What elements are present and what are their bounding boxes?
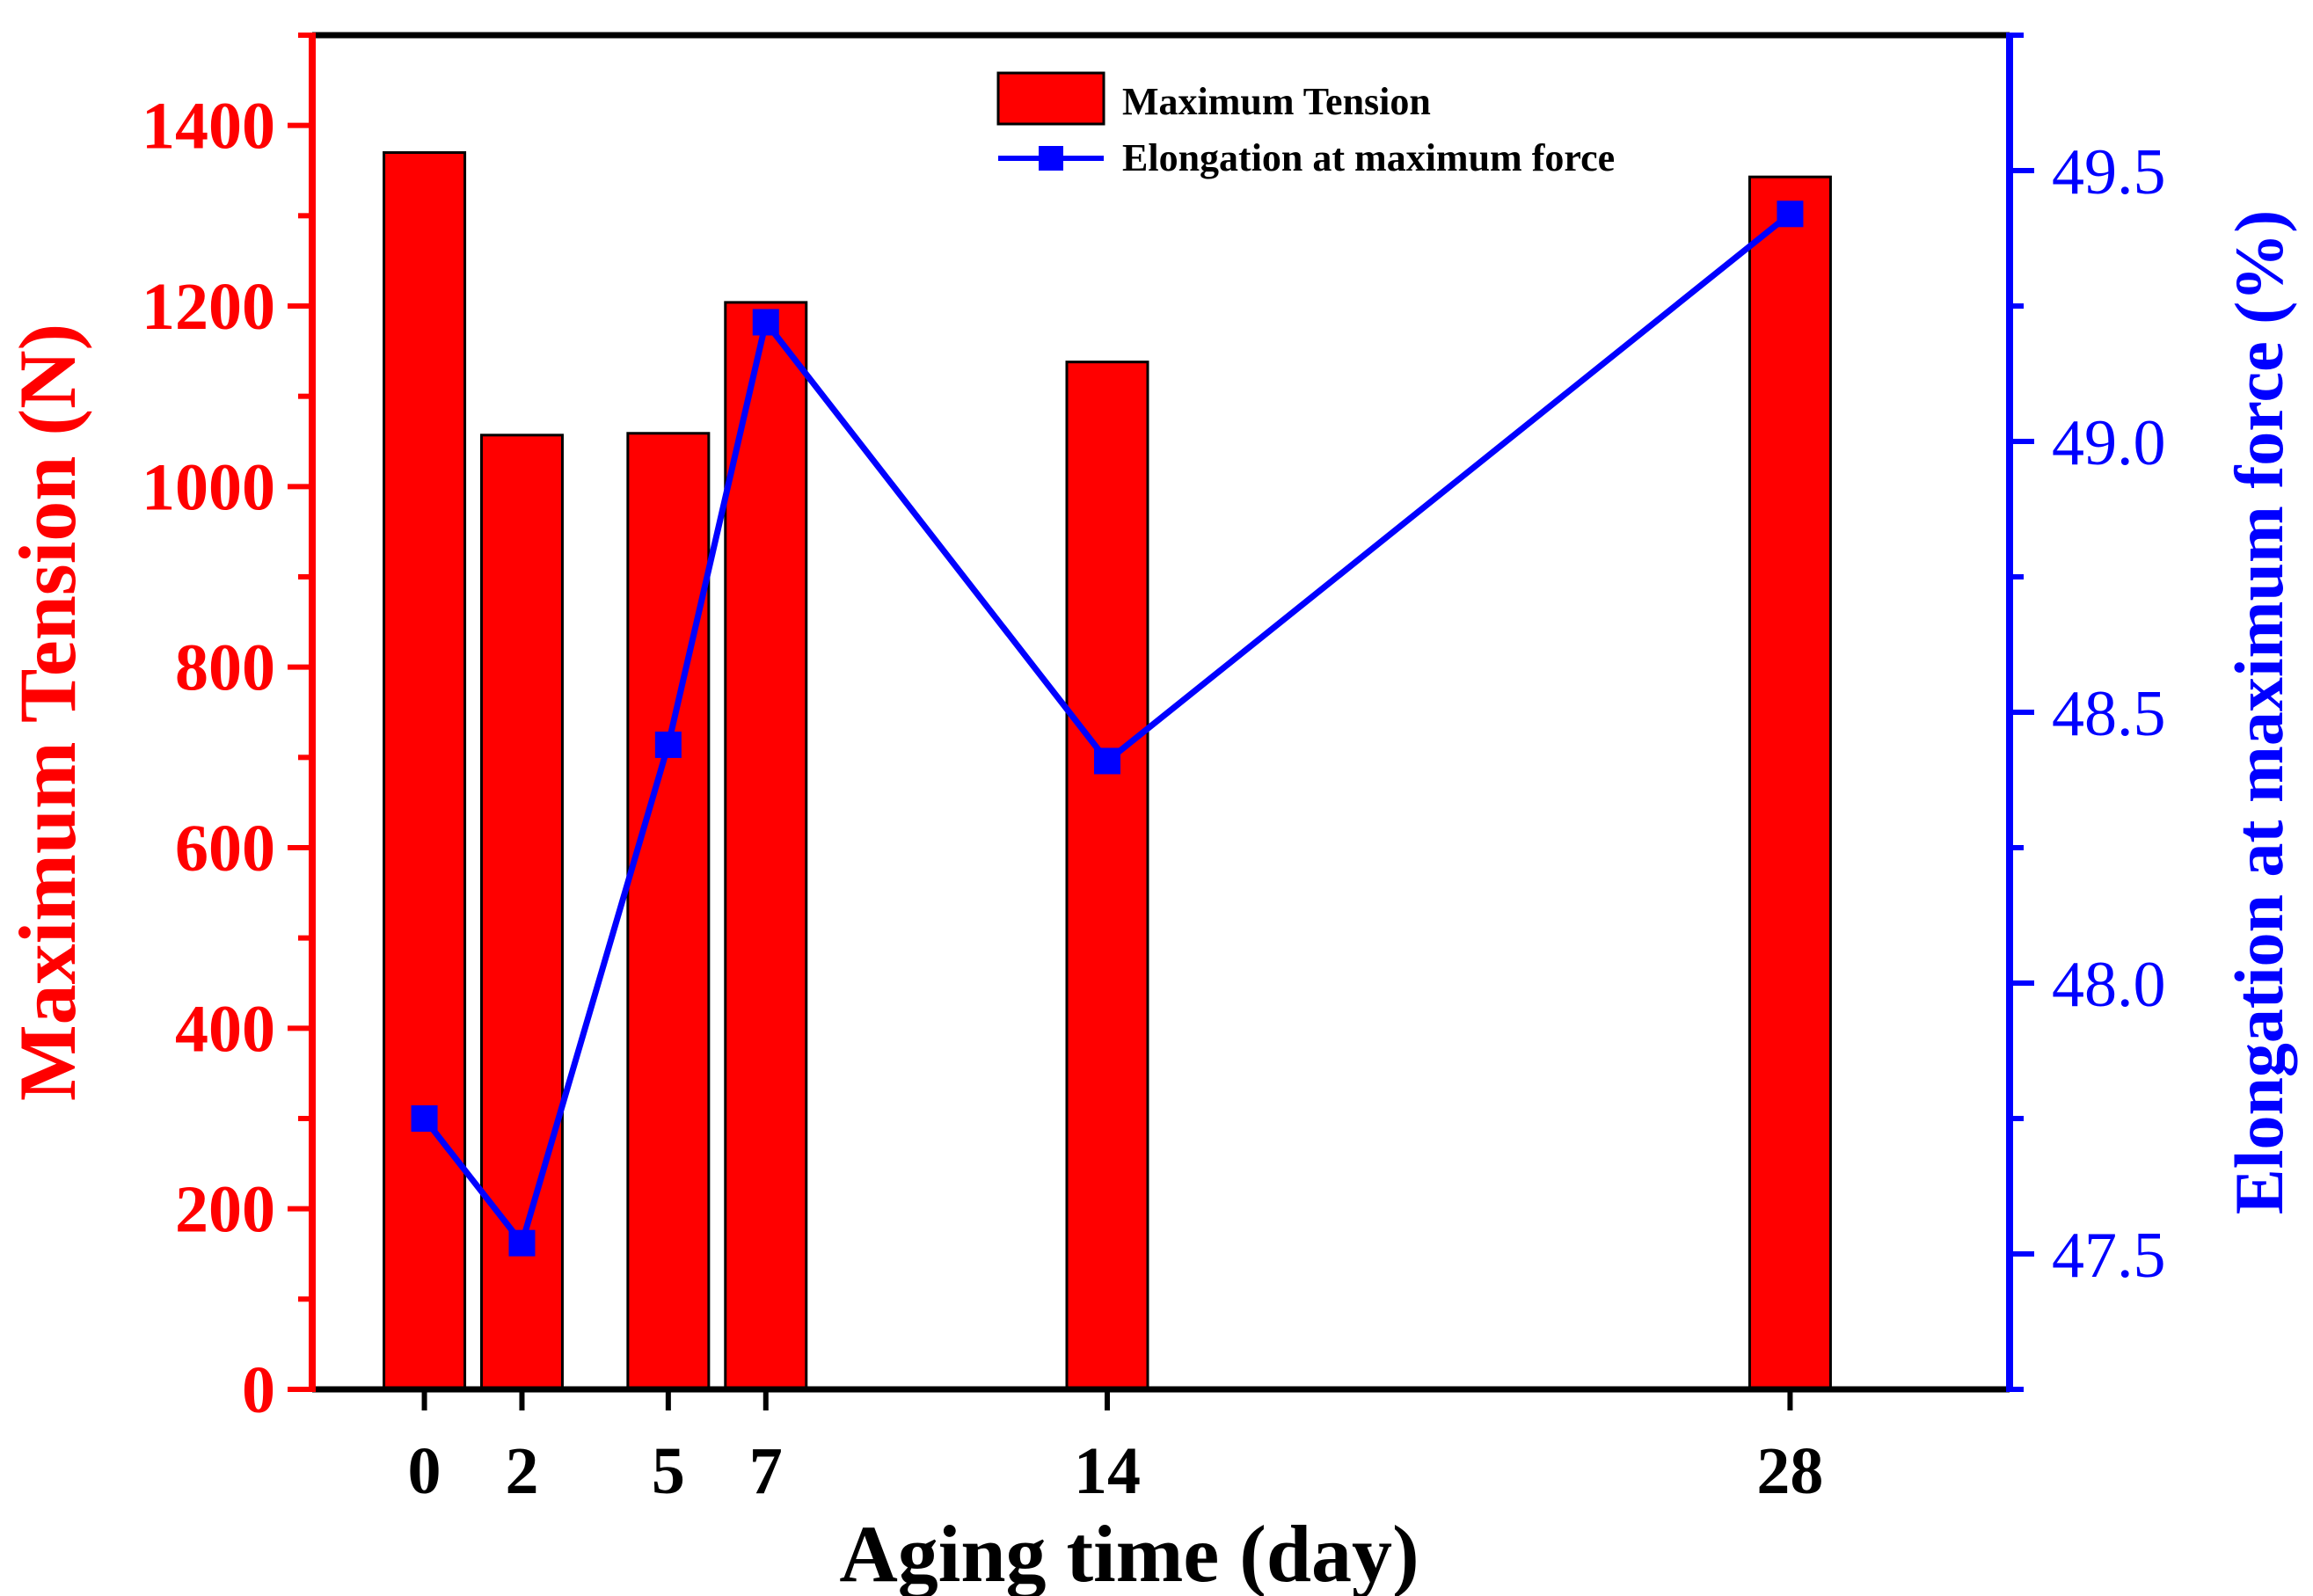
left-tick-label: 800 <box>175 631 275 705</box>
bar-5 <box>626 432 711 1391</box>
x-tick-label: 2 <box>505 1434 538 1508</box>
bar-28 <box>1748 175 1832 1391</box>
legend-bar-swatch <box>996 71 1105 126</box>
elongation-point-5 <box>654 731 682 758</box>
left-tick-label: 1200 <box>142 270 275 344</box>
left-y-axis-title: Maximum Tension (N) <box>3 324 92 1101</box>
legend-label-maximum-tension: Maximum Tension <box>1122 80 1431 123</box>
left-tick-label: 400 <box>175 992 275 1066</box>
x-axis-title: Aging time (day) <box>839 1509 1419 1596</box>
legend: Maximum Tension Elongation at maximum fo… <box>996 71 1615 179</box>
elongation-point-7 <box>752 309 779 336</box>
left-tick-label: 200 <box>175 1173 275 1247</box>
right-tick-label: 48.5 <box>2052 678 2166 750</box>
bar-14 <box>1065 361 1149 1391</box>
x-tick-label: 28 <box>1756 1434 1823 1508</box>
x-tick-label: 5 <box>652 1434 685 1508</box>
elongation-point-0 <box>411 1105 438 1132</box>
left-tick-label: 0 <box>242 1353 275 1427</box>
left-tick-label: 1000 <box>142 450 275 524</box>
bars-layer <box>383 150 1832 1391</box>
legend-label-elongation: Elongation at maximum force <box>1122 136 1615 179</box>
bar-7 <box>724 301 808 1391</box>
elongation-point-14 <box>1093 747 1120 775</box>
x-tick-label: 14 <box>1074 1434 1141 1508</box>
left-tick-label: 1400 <box>142 90 275 164</box>
right-tick-label: 49.0 <box>2052 407 2166 479</box>
elongation-line <box>421 211 1792 1247</box>
x-tick-label: 7 <box>749 1434 783 1508</box>
left-tick-label: 600 <box>175 812 275 885</box>
right-tick-label: 47.5 <box>2052 1220 2166 1292</box>
x-tick-label: 0 <box>408 1434 441 1508</box>
right-y-axis-title: Elongation at maximum force (%) <box>2221 210 2297 1214</box>
elongation-point-28 <box>1777 200 1804 228</box>
legend-line-marker <box>1039 146 1063 171</box>
right-tick-label: 49.5 <box>2052 136 2166 208</box>
bar-0 <box>383 150 467 1391</box>
right-tick-label: 48.0 <box>2052 949 2166 1021</box>
line-layer <box>411 200 1804 1257</box>
elongation-point-2 <box>508 1229 536 1257</box>
axes-layer: 0 200 400 600 800 1000 1200 1400 47.5 48.0 48.5 49.… <box>142 32 2166 1508</box>
